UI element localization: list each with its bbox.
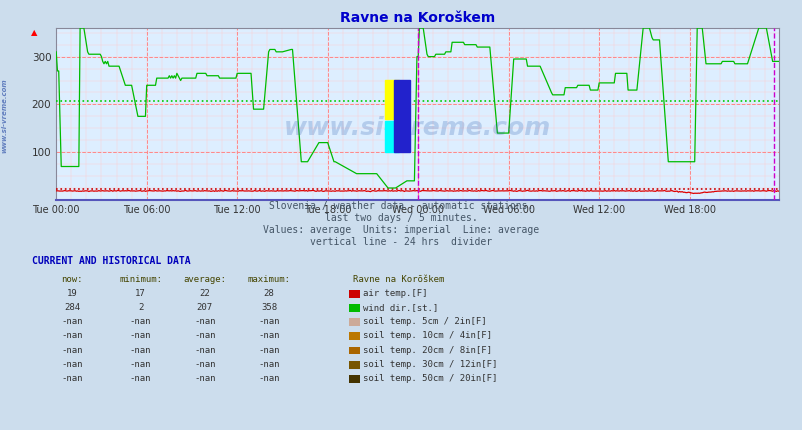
Bar bbox=[394, 80, 410, 152]
Text: 358: 358 bbox=[261, 303, 277, 312]
Text: soil temp. 20cm / 8in[F]: soil temp. 20cm / 8in[F] bbox=[363, 346, 492, 355]
Text: average:: average: bbox=[183, 275, 226, 284]
Text: soil temp. 30cm / 12in[F]: soil temp. 30cm / 12in[F] bbox=[363, 360, 496, 369]
Text: -nan: -nan bbox=[130, 374, 151, 383]
Text: 19: 19 bbox=[67, 289, 78, 298]
Text: 17: 17 bbox=[135, 289, 146, 298]
Text: -nan: -nan bbox=[130, 360, 151, 369]
Text: -nan: -nan bbox=[258, 360, 279, 369]
Text: -nan: -nan bbox=[62, 317, 83, 326]
Text: 28: 28 bbox=[263, 289, 274, 298]
Bar bbox=[384, 80, 399, 119]
Text: 207: 207 bbox=[196, 303, 213, 312]
Text: CURRENT AND HISTORICAL DATA: CURRENT AND HISTORICAL DATA bbox=[32, 256, 191, 267]
Text: wind dir.[st.]: wind dir.[st.] bbox=[363, 303, 438, 312]
Text: soil temp. 5cm / 2in[F]: soil temp. 5cm / 2in[F] bbox=[363, 317, 486, 326]
Text: -nan: -nan bbox=[62, 360, 83, 369]
Text: -nan: -nan bbox=[194, 317, 215, 326]
Text: -nan: -nan bbox=[62, 346, 83, 355]
Text: Slovenia / weather data - automatic stations.: Slovenia / weather data - automatic stat… bbox=[269, 200, 533, 211]
Text: -nan: -nan bbox=[194, 332, 215, 341]
Text: soil temp. 50cm / 20in[F]: soil temp. 50cm / 20in[F] bbox=[363, 374, 496, 383]
Text: -nan: -nan bbox=[194, 346, 215, 355]
Text: 284: 284 bbox=[64, 303, 80, 312]
Text: maximum:: maximum: bbox=[247, 275, 290, 284]
Text: -nan: -nan bbox=[258, 374, 279, 383]
Bar bbox=[384, 121, 399, 152]
Text: www.si-vreme.com: www.si-vreme.com bbox=[284, 116, 550, 140]
Text: -nan: -nan bbox=[258, 317, 279, 326]
Text: -nan: -nan bbox=[130, 332, 151, 341]
Text: Values: average  Units: imperial  Line: average: Values: average Units: imperial Line: av… bbox=[263, 224, 539, 235]
Text: Ravne na Korōškem: Ravne na Korōškem bbox=[353, 275, 444, 284]
Text: 2: 2 bbox=[138, 303, 143, 312]
Text: -nan: -nan bbox=[62, 332, 83, 341]
Text: -nan: -nan bbox=[258, 332, 279, 341]
Text: 22: 22 bbox=[199, 289, 210, 298]
Title: Ravne na Koroškem: Ravne na Koroškem bbox=[339, 11, 495, 25]
Text: soil temp. 10cm / 4in[F]: soil temp. 10cm / 4in[F] bbox=[363, 332, 492, 341]
Text: last two days / 5 minutes.: last two days / 5 minutes. bbox=[325, 212, 477, 223]
Text: air temp.[F]: air temp.[F] bbox=[363, 289, 427, 298]
Text: -nan: -nan bbox=[194, 374, 215, 383]
Text: www.si-vreme.com: www.si-vreme.com bbox=[1, 79, 7, 154]
Text: -nan: -nan bbox=[194, 360, 215, 369]
Text: minimum:: minimum: bbox=[119, 275, 162, 284]
Text: -nan: -nan bbox=[258, 346, 279, 355]
Text: now:: now: bbox=[62, 275, 83, 284]
Text: -nan: -nan bbox=[130, 317, 151, 326]
Text: -nan: -nan bbox=[130, 346, 151, 355]
Text: ▲: ▲ bbox=[31, 28, 38, 37]
Text: -nan: -nan bbox=[62, 374, 83, 383]
Text: vertical line - 24 hrs  divider: vertical line - 24 hrs divider bbox=[310, 237, 492, 247]
